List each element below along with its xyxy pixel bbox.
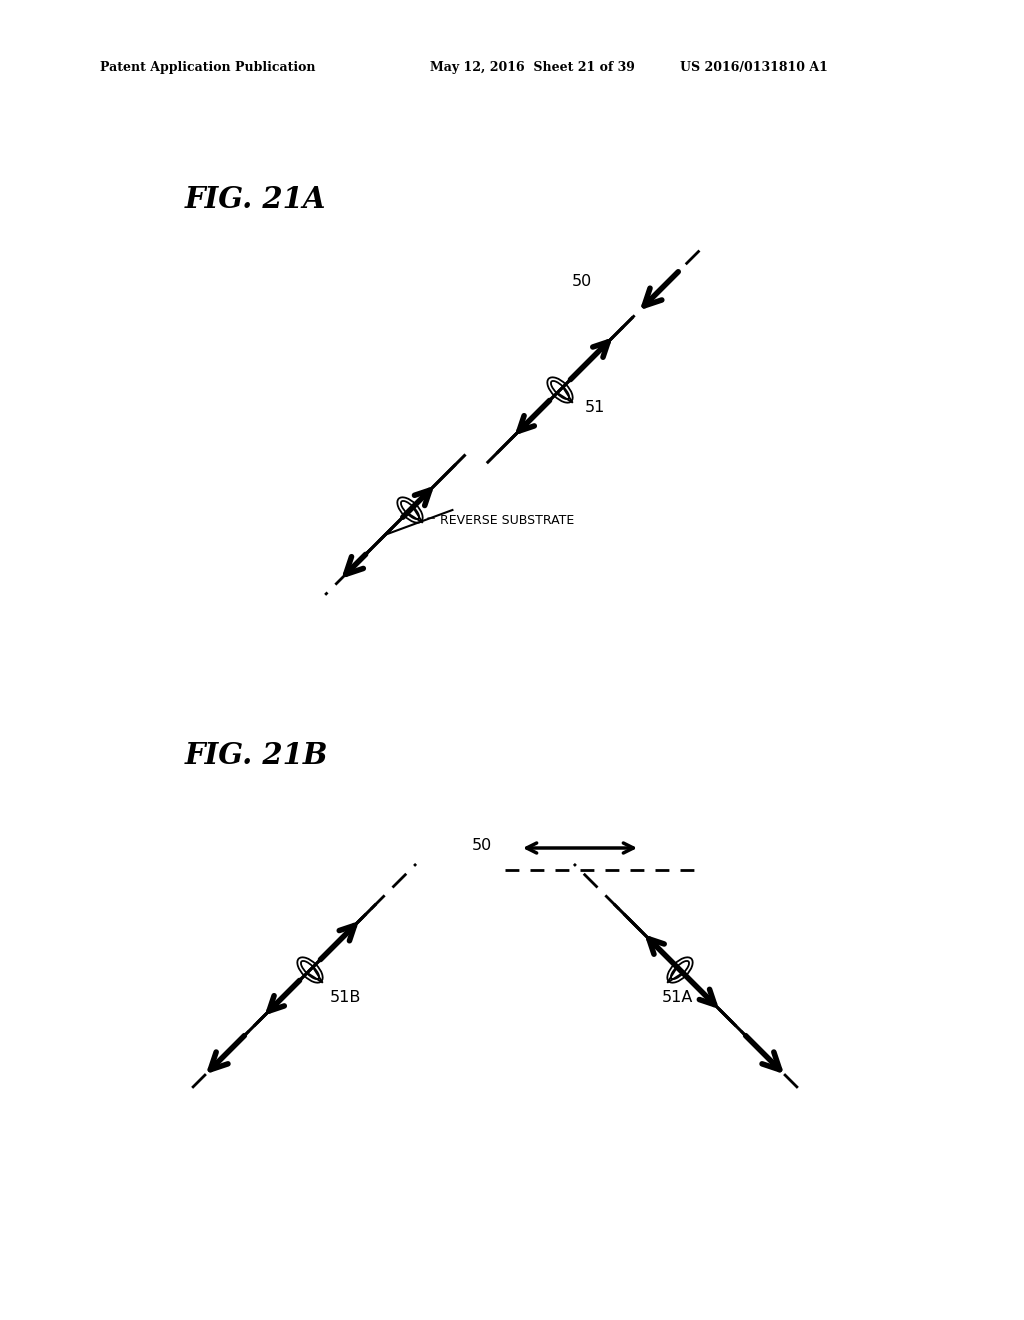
Text: 50: 50 — [572, 275, 592, 289]
Text: May 12, 2016  Sheet 21 of 39: May 12, 2016 Sheet 21 of 39 — [430, 62, 635, 74]
Text: 51A: 51A — [662, 990, 693, 1006]
Text: REVERSE SUBSTRATE: REVERSE SUBSTRATE — [428, 513, 574, 527]
Text: 51B: 51B — [330, 990, 361, 1006]
Text: 51: 51 — [585, 400, 605, 416]
Text: 50: 50 — [472, 838, 492, 854]
Text: FIG. 21B: FIG. 21B — [185, 741, 329, 770]
Text: FIG. 21A: FIG. 21A — [185, 186, 327, 214]
Text: Patent Application Publication: Patent Application Publication — [100, 62, 315, 74]
Text: US 2016/0131810 A1: US 2016/0131810 A1 — [680, 62, 827, 74]
